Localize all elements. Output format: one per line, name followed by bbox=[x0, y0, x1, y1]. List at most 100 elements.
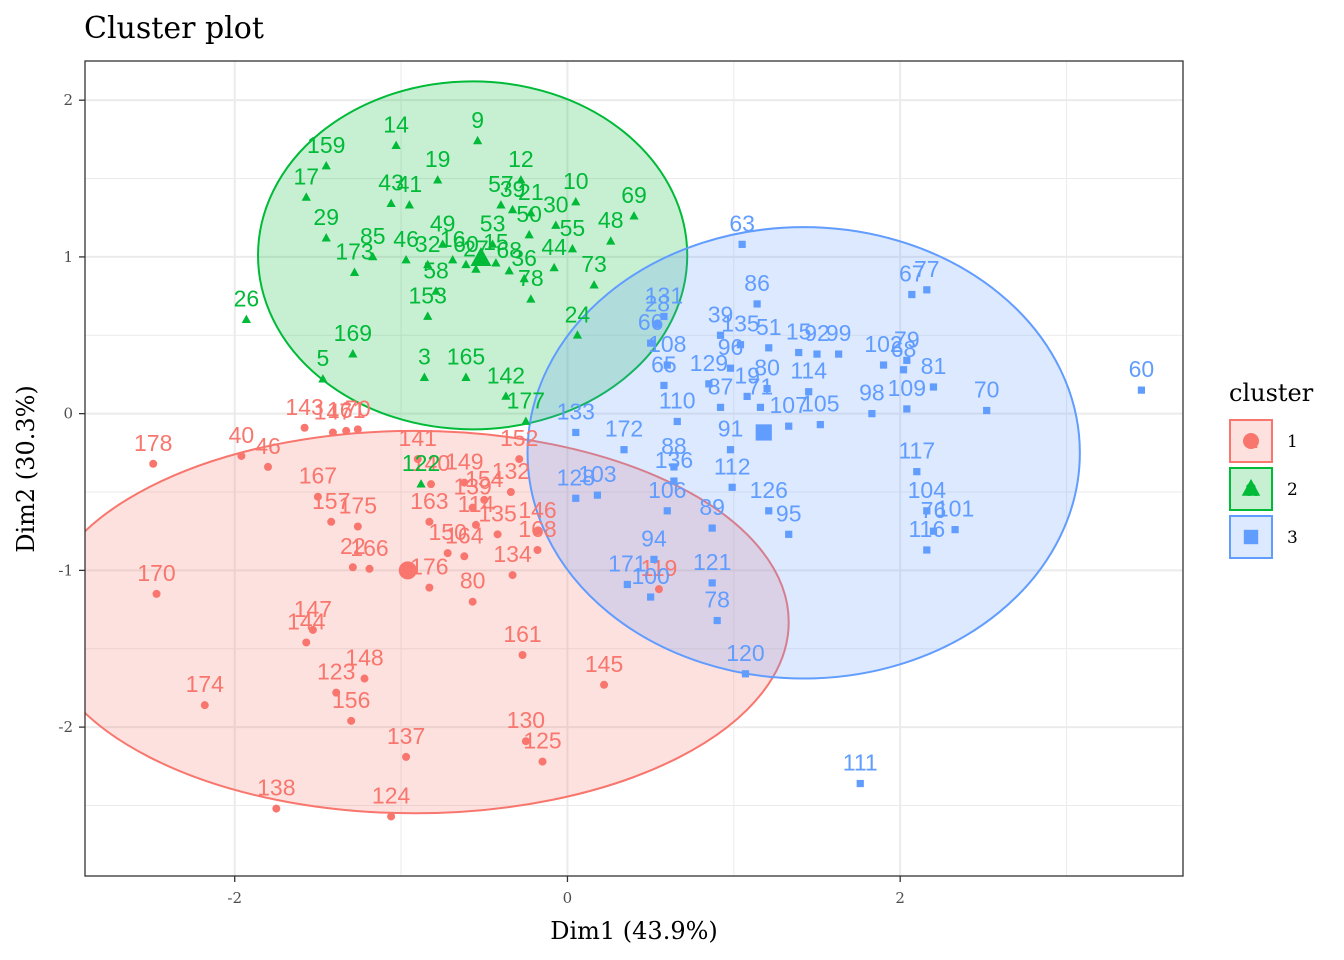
data-point bbox=[741, 670, 750, 678]
point-label: 135 bbox=[478, 500, 516, 526]
data-point bbox=[736, 341, 745, 349]
data-point bbox=[653, 320, 661, 328]
point-label: 147 bbox=[294, 596, 332, 622]
point-label: 28 bbox=[644, 290, 670, 316]
point-label: 135 bbox=[721, 311, 759, 337]
data-point bbox=[660, 312, 668, 321]
point-label: 108 bbox=[648, 331, 686, 357]
point-label: 48 bbox=[598, 207, 624, 233]
point-label: 140 bbox=[412, 450, 450, 476]
data-point bbox=[713, 616, 721, 625]
point-label: 175 bbox=[339, 492, 377, 518]
data-point bbox=[650, 555, 658, 564]
point-label: 165 bbox=[447, 344, 485, 370]
data-point bbox=[347, 716, 356, 725]
point-label: 91 bbox=[718, 416, 744, 442]
cluster-ellipse-3 bbox=[526, 226, 1081, 680]
point-label: 104 bbox=[908, 477, 947, 503]
point-label: 19 bbox=[425, 146, 451, 172]
data-point bbox=[521, 416, 531, 425]
point-label: 177 bbox=[507, 387, 545, 413]
point-label: 19 bbox=[734, 362, 760, 388]
point-label: 148 bbox=[345, 645, 383, 671]
legend-symbol bbox=[1241, 478, 1261, 496]
point-label: 152 bbox=[500, 425, 538, 451]
point-label: 150 bbox=[428, 519, 466, 545]
point-label: 68 bbox=[891, 336, 917, 362]
data-point bbox=[1137, 386, 1146, 394]
data-point bbox=[501, 391, 511, 400]
data-point bbox=[360, 674, 369, 683]
point-label: 107 bbox=[770, 392, 808, 418]
point-label: 109 bbox=[888, 375, 926, 401]
legend: cluster a 1a 2a 3 bbox=[1229, 379, 1314, 559]
data-point bbox=[386, 198, 396, 207]
data-point bbox=[756, 403, 765, 411]
point-label: 12 bbox=[508, 146, 534, 172]
point-label: 169 bbox=[334, 320, 372, 346]
point-label: 100 bbox=[631, 563, 669, 589]
point-label: 138 bbox=[257, 775, 295, 801]
point-label: 167 bbox=[299, 463, 337, 489]
data-point bbox=[929, 527, 938, 535]
data-point bbox=[663, 507, 671, 515]
point-label: 99 bbox=[826, 320, 852, 346]
data-point bbox=[487, 239, 498, 248]
data-point bbox=[763, 384, 771, 393]
point-label: 156 bbox=[332, 687, 370, 713]
point-label: 122 bbox=[402, 450, 440, 476]
point-label: 87 bbox=[708, 373, 734, 399]
data-point bbox=[237, 451, 246, 460]
data-point bbox=[468, 597, 477, 606]
point-label: 154 bbox=[465, 466, 504, 492]
data-point bbox=[348, 563, 357, 572]
data-point bbox=[951, 526, 959, 534]
data-point bbox=[753, 300, 761, 308]
point-label: 46 bbox=[255, 433, 281, 459]
point-label: 126 bbox=[750, 477, 788, 503]
point-label: 46 bbox=[393, 226, 419, 252]
data-point bbox=[419, 372, 430, 381]
point-label: 171 bbox=[608, 550, 646, 576]
point-label: 173 bbox=[335, 239, 373, 265]
y-tick-label: 2 bbox=[63, 91, 73, 109]
data-point bbox=[708, 579, 716, 587]
legend-key bbox=[1229, 419, 1273, 463]
y-tick-label: -2 bbox=[58, 718, 73, 736]
point-label: 57 bbox=[488, 171, 514, 197]
point-label: 79 bbox=[894, 326, 920, 352]
data-point bbox=[673, 417, 681, 426]
data-point bbox=[629, 211, 639, 220]
point-label: 73 bbox=[581, 251, 607, 277]
data-point bbox=[708, 524, 716, 532]
x-tick-label: -2 bbox=[227, 889, 242, 907]
point-label: 105 bbox=[801, 391, 839, 417]
data-point bbox=[461, 372, 471, 381]
point-label: 172 bbox=[605, 416, 643, 442]
data-point bbox=[726, 446, 735, 454]
legend-label: 3 bbox=[1287, 528, 1298, 548]
x-tick-label: 2 bbox=[895, 889, 905, 907]
point-label: 112 bbox=[714, 453, 751, 479]
point-label: 86 bbox=[744, 270, 770, 296]
point-label: 55 bbox=[560, 215, 586, 241]
data-point bbox=[353, 522, 362, 531]
data-point bbox=[816, 421, 824, 429]
series-1: 178 40 46143147161701671571752216614116314… bbox=[134, 394, 677, 821]
cluster-ellipse-1 bbox=[85, 429, 790, 815]
point-label: 78 bbox=[518, 265, 544, 291]
legend-glyph: a bbox=[1245, 475, 1258, 501]
point-label: 3 bbox=[418, 344, 431, 370]
point-label: 176 bbox=[410, 554, 448, 580]
data-point bbox=[472, 135, 483, 145]
point-label: 41 bbox=[397, 171, 423, 197]
data-point bbox=[868, 410, 876, 418]
legend-symbol bbox=[1243, 433, 1259, 449]
y-tick-label: 1 bbox=[63, 248, 73, 266]
point-label: 116 bbox=[908, 516, 945, 542]
point-label: 128 bbox=[557, 464, 595, 490]
data-point bbox=[460, 478, 469, 487]
